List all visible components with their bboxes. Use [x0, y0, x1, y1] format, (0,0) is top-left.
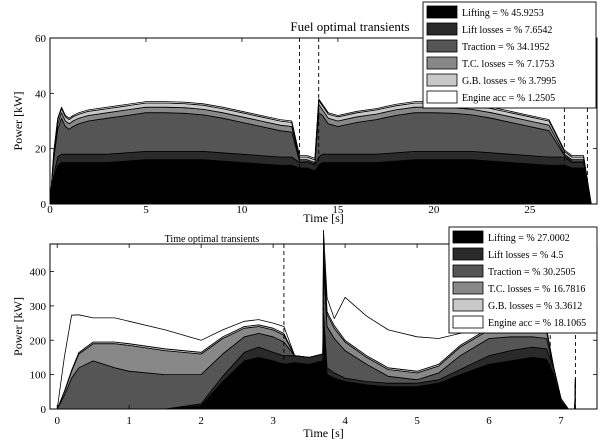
y-axis-label: Power [kW] [11, 92, 25, 151]
x-tick-label: 15 [332, 204, 344, 216]
x-tick-label: 2 [198, 415, 204, 427]
legend-label: Traction = % 34.1952 [462, 42, 550, 53]
y-tick-label: 40 [35, 88, 47, 100]
legend-label: Traction = % 30.2505 [488, 267, 576, 278]
x-tick-label: 0 [54, 415, 60, 427]
legend-entry-lifting: Lifting = % 45.9253 [426, 5, 544, 19]
legend-entry-g-b-losses: G.B. losses = % 3.7995 [426, 73, 556, 87]
legend-swatch [426, 5, 458, 19]
legend-entry-lifting: Lifting = % 27.0002 [452, 230, 570, 244]
legend-label: T.C. losses = % 16.7816 [488, 284, 585, 295]
x-tick-label: 10 [236, 204, 248, 216]
series-lifting [49, 159, 592, 205]
y-tick-label: 20 [35, 144, 47, 156]
y-tick-label: 200 [30, 335, 47, 347]
chart-title: Time optimal transients [165, 234, 260, 245]
legend-label: Engine acc = % 18.1065 [488, 318, 586, 329]
x-tick-label: 25 [524, 204, 536, 216]
x-tick-label: 5 [414, 415, 420, 427]
legend-swatch [452, 298, 484, 312]
stacked-areas [49, 98, 592, 205]
legend-box [422, 1, 597, 109]
x-tick-label: 3 [270, 415, 276, 427]
legend-label: Lift losses = % 7.6542 [462, 25, 552, 36]
legend-entry-t-c-losses: T.C. losses = % 16.7816 [452, 281, 585, 295]
x-tick-label: 7 [558, 415, 564, 427]
x-axis-label: Time [s] [303, 211, 344, 225]
legend: Lifting = % 45.9253 Lift losses = % 7.654… [422, 1, 597, 109]
y-tick-label: 300 [30, 301, 47, 313]
legend-label: G.B. losses = % 3.3612 [488, 301, 582, 312]
legend-swatch [452, 281, 484, 295]
legend-box [448, 226, 598, 334]
x-tick-label: 6 [486, 415, 492, 427]
legend-swatch [452, 230, 484, 244]
x-axis-label: Time [s] [303, 426, 344, 440]
legend-entry-g-b-losses: G.B. losses = % 3.3612 [452, 298, 582, 312]
legend-entry-engine-acc: Engine acc = % 1.2505 [426, 90, 555, 104]
x-tick-label: 1 [126, 415, 132, 427]
y-tick-label: 60 [35, 33, 47, 45]
legend-entry-lift-losses: Lift losses = % 7.6542 [426, 22, 552, 36]
legend-swatch [426, 39, 458, 53]
legend-swatch [426, 22, 458, 36]
x-tick-label: 0 [47, 204, 53, 216]
legend: Lifting = % 27.0002 Lift losses = % 4.5 Tr… [448, 226, 598, 334]
legend-swatch [426, 56, 458, 70]
legend-entry-engine-acc: Engine acc = % 18.1065 [452, 315, 586, 329]
legend-entry-traction: Traction = % 34.1952 [426, 39, 550, 53]
y-tick-label: 100 [30, 370, 47, 382]
y-tick-label: 400 [30, 267, 47, 279]
legend-swatch [426, 90, 458, 104]
legend-label: Lifting = % 27.0002 [488, 233, 570, 244]
legend-label: G.B. losses = % 3.7995 [462, 76, 556, 87]
axes-frame [49, 37, 598, 205]
legend-swatch [426, 73, 458, 87]
legend-swatch [452, 247, 484, 261]
legend-entry-lift-losses: Lift losses = % 4.5 [452, 247, 563, 261]
y-tick-label: 0 [41, 199, 47, 211]
legend-entry-t-c-losses: T.C. losses = % 7.1753 [426, 56, 554, 70]
y-tick-label: 0 [41, 404, 47, 416]
legend-label: Engine acc = % 1.2505 [462, 93, 555, 104]
x-tick-label: 20 [428, 204, 440, 216]
time-optimal-chart: 0 1 2 3 4 5 6 7 0 100 200 300 400 Time optimal transi… [11, 226, 598, 440]
legend-entry-traction: Traction = % 30.2505 [452, 264, 576, 278]
legend-swatch [452, 315, 484, 329]
y-axis-label: Power [kW] [11, 297, 25, 356]
legend-label: Lifting = % 45.9253 [462, 8, 544, 19]
legend-label: Lift losses = % 4.5 [488, 250, 563, 261]
x-tick-label: 5 [143, 204, 149, 216]
legend-label: T.C. losses = % 7.1753 [462, 59, 554, 70]
x-tick-label: 4 [342, 415, 348, 427]
chart-title: Fuel optimal transients [290, 19, 409, 34]
legend-swatch [452, 264, 484, 278]
fuel-optimal-chart: 0 5 10 15 20 25 0 20 40 60 Fuel optimal transients… [11, 1, 598, 225]
